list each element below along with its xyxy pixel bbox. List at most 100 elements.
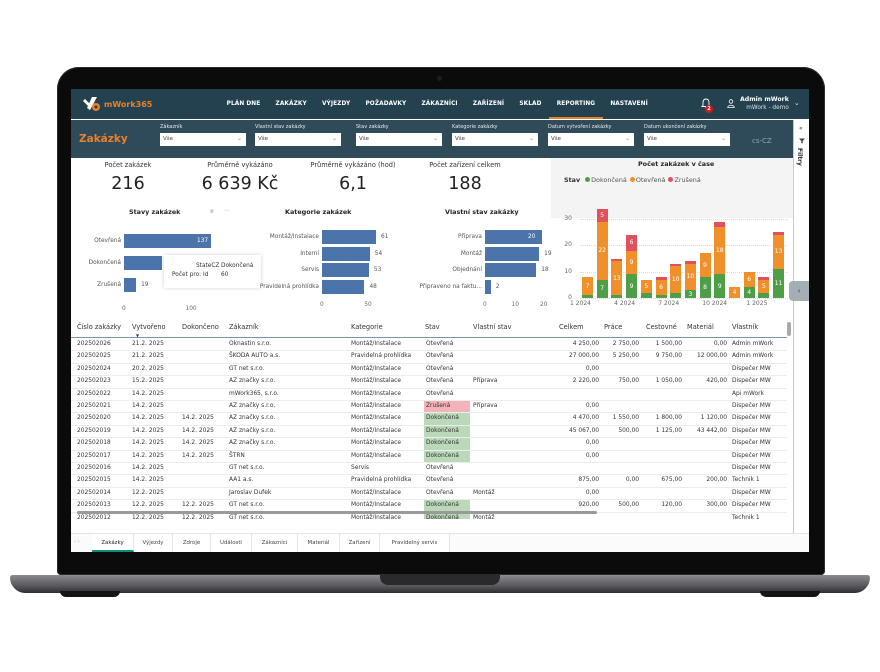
nav-item-5[interactable]: ZAŘÍZENÍ xyxy=(472,101,505,107)
table-row[interactable]: 202502012 12.2. 2025 12.2. 2025 GT net s.r.… xyxy=(71,512,787,519)
table-row[interactable]: 202502025 21.2. 2025 ŠKODA AUTO a.s. Pravid… xyxy=(71,351,787,364)
stacked-bar[interactable]: 3 10 xyxy=(684,196,696,310)
bar-segment: 5 xyxy=(596,208,608,222)
page-tab-2[interactable]: Zdroje xyxy=(173,534,211,552)
collapse-pane-icon[interactable]: « xyxy=(799,125,803,132)
cell: Montáž/Instalace xyxy=(351,341,401,347)
chart-orders-over-time[interactable]: Počet zakázek v čase Stav Dokončená Otev… xyxy=(558,158,793,318)
table-row[interactable]: 202502022 14.2. 2025 mWork365, s.r.o. Montá… xyxy=(71,389,787,401)
page-tab-7[interactable]: Pravidelný servis xyxy=(380,534,450,552)
bar[interactable] xyxy=(322,279,365,294)
page-tab-5[interactable]: Materiál xyxy=(298,534,340,552)
bar-segment xyxy=(611,258,623,262)
page-tab-4[interactable]: Zákazníci xyxy=(252,534,298,552)
table-row[interactable]: 202502020 14.2. 2025 14.2. 2025 AZ značky s… xyxy=(71,413,787,426)
stacked-bar[interactable]: 9 18 xyxy=(714,196,726,310)
filter-icon[interactable]: ⩸ xyxy=(210,208,214,215)
created-date-select[interactable]: Vše ⌄ xyxy=(548,133,634,146)
stacked-bar[interactable]: 4 xyxy=(729,196,740,310)
table-row[interactable]: 202502017 14.2. 2025 14.2. 2025 ŠTRN Montáž/… xyxy=(71,450,787,463)
legend-item-zrusena[interactable]: Zrušená xyxy=(668,176,701,184)
custom-state-select[interactable]: Vše ⌄ xyxy=(255,133,341,146)
table-row[interactable]: 202502019 14.2. 2025 14.2. 2025 AZ značky s… xyxy=(71,425,787,439)
table-row[interactable]: 202502026 21.2. 2025 Oknastin s.r.o. Montáž… xyxy=(71,339,787,352)
nav-item-8[interactable]: NASTAVENÍ xyxy=(610,101,648,107)
column-header[interactable]: Zákazník xyxy=(229,323,259,331)
stacked-bar[interactable]: 13 xyxy=(611,196,623,310)
customer-select[interactable]: Vše ⌄ xyxy=(160,133,246,146)
column-header[interactable]: Číslo zakázky xyxy=(77,323,122,331)
page-tab-6[interactable]: Zařízení xyxy=(340,534,380,552)
stacked-bar[interactable]: 10 xyxy=(670,196,682,310)
nav-item-1[interactable]: ZAKÁZKY xyxy=(275,101,307,107)
cell: 202502013 xyxy=(77,502,111,509)
bar[interactable] xyxy=(485,279,491,294)
stacked-bar[interactable]: 7 22 5 xyxy=(596,196,608,310)
bar-label: Připraveno na faktu... xyxy=(419,283,482,290)
category-select[interactable]: Vše ⌄ xyxy=(452,133,538,146)
stacked-bar[interactable]: 6 xyxy=(655,196,667,310)
column-header[interactable]: Materiál xyxy=(687,323,714,331)
legend-item-dokoncena[interactable]: Dokončená xyxy=(585,176,627,184)
column-header[interactable]: Celkem xyxy=(559,323,584,331)
column-header[interactable]: Práce xyxy=(604,323,623,331)
nav-item-0[interactable]: PLÁN DNE xyxy=(226,101,261,107)
bar-segment xyxy=(655,276,667,280)
page-tab-3[interactable]: Události xyxy=(211,534,252,552)
stacked-bar[interactable]: 11 13 xyxy=(773,196,785,310)
tooltip-value: 60 xyxy=(221,272,229,278)
nav-item-2[interactable]: VÝJEZDY xyxy=(321,101,351,107)
stacked-bar[interactable]: 5 xyxy=(640,196,652,310)
nav-item-4[interactable]: ZÁKAZNÍCI xyxy=(421,101,458,107)
bar[interactable] xyxy=(322,263,369,277)
user-menu[interactable]: Admin mWork mWork - demo ⌄ xyxy=(727,96,800,112)
table-row[interactable]: 202502023 15.2. 2025 AZ značky s.r.o. Montá… xyxy=(71,376,787,389)
bar[interactable] xyxy=(485,263,537,277)
bar[interactable] xyxy=(124,234,211,248)
select-value: Vše xyxy=(455,136,466,142)
page-tab-0[interactable]: Zakázky xyxy=(92,534,134,552)
stacked-bar[interactable]: 5 xyxy=(758,196,770,310)
bar[interactable] xyxy=(485,246,540,261)
bar[interactable] xyxy=(124,278,137,292)
column-header[interactable]: Stav xyxy=(425,323,440,331)
table-row[interactable]: 202502014 12.2. 2025 Jaroslav Dufek Montáž/… xyxy=(71,488,787,501)
horizontal-scrollbar[interactable] xyxy=(77,511,597,514)
closed-date-select[interactable]: Vše ⌄ xyxy=(644,133,730,146)
column-header[interactable]: Kategorie xyxy=(351,323,383,331)
column-header[interactable]: Cestovné xyxy=(646,323,677,331)
table-row[interactable]: 202502021 14.2. 2025 AZ značky s.r.o. Montá… xyxy=(71,401,787,414)
filter-pane[interactable]: « Filtry xyxy=(793,120,809,552)
bar[interactable] xyxy=(322,230,376,244)
state-select[interactable]: Vše ⌄ xyxy=(356,133,442,146)
column-header[interactable]: Vlastník xyxy=(732,323,759,331)
bar[interactable] xyxy=(322,246,370,261)
tab-scroll-arrows[interactable]: ‹ › xyxy=(74,539,80,545)
column-header[interactable]: Vlastní stav xyxy=(473,323,512,331)
vertical-scrollbar[interactable] xyxy=(787,322,791,336)
column-header[interactable]: Vytvořeno xyxy=(132,323,166,331)
legend-item-otevrena[interactable]: Otevřená xyxy=(629,176,665,184)
page-tab-1[interactable]: Výjezdy xyxy=(134,534,173,552)
bar-value: 54 xyxy=(374,250,383,257)
table-row[interactable]: 202502015 14.2. 2025 AA1 a.s. Pravidelná pr… xyxy=(71,475,787,488)
nav-item-3[interactable]: POŽADAVKY xyxy=(365,101,407,107)
nav-item-6[interactable]: SKLAD xyxy=(519,101,542,107)
x-tick: 7 2024 xyxy=(658,300,680,307)
column-header[interactable]: Dokončeno xyxy=(182,323,219,331)
table-row[interactable]: 202502018 14.2. 2025 14.2. 2025 AZ značky s… xyxy=(71,438,787,451)
table-row[interactable]: 202502016 14.2. 2025 GT net s.r.o. Servis Ot… xyxy=(71,463,787,476)
stacked-bar[interactable]: 7 xyxy=(582,196,593,310)
cell: Příprava xyxy=(473,378,498,385)
more-options-icon[interactable]: ⋯ xyxy=(224,207,230,214)
cell: Montáž/Instalace xyxy=(351,502,401,509)
bar[interactable] xyxy=(485,230,542,244)
expand-pane-button[interactable]: ‹ xyxy=(789,281,809,301)
app-logo[interactable]: mWork365 xyxy=(83,96,152,112)
table-row[interactable]: 202502024 20.2. 2025 GT net s.r.o. Montáž/I… xyxy=(71,364,787,377)
nav-item-7[interactable]: REPORTING xyxy=(549,89,603,119)
bar[interactable] xyxy=(124,256,163,270)
